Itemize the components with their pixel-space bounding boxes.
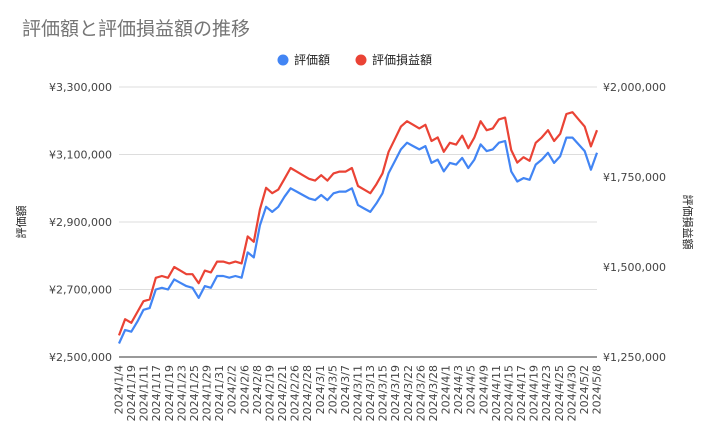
x-tick-label: 2024/1/4 (113, 365, 126, 414)
x-tick-label: 2024/2/26 (289, 365, 302, 421)
x-tick-label: 2024/3/22 (402, 365, 415, 421)
y-left-tick-label: ¥3,100,000 (49, 149, 112, 162)
series-line-profit (117, 111, 599, 336)
x-tick-label: 2024/1/23 (175, 365, 188, 421)
chart-title: 評価額と評価損益額の推移 (22, 18, 251, 40)
legend-label: 評価損益額 (372, 52, 432, 67)
y-left-tick-label: ¥2,900,000 (49, 216, 112, 229)
legend-label: 評価額 (294, 52, 330, 67)
y-left-tick-label: ¥3,300,000 (49, 81, 112, 94)
legend-marker (355, 54, 367, 66)
x-tick-label: 2024/5/2 (578, 365, 591, 414)
series-line-value (117, 136, 599, 344)
x-tick-label: 2024/3/13 (364, 365, 377, 421)
x-tick-label: 2024/2/8 (251, 365, 264, 414)
y-left-tick-label: ¥2,500,000 (49, 351, 112, 364)
y-right-tick-label: ¥1,500,000 (603, 261, 666, 274)
x-tick-label: 2024/3/5 (326, 365, 339, 414)
x-tick-label: 2024/1/17 (150, 365, 163, 421)
x-tick-label: 2024/4/17 (515, 365, 528, 421)
x-tick-label: 2024/4/3 (452, 365, 465, 414)
x-tick-label: 2024/4/1 (440, 365, 453, 414)
x-tick-label: 2024/4/30 (565, 365, 578, 421)
x-tick-label: 2024/4/9 (477, 365, 490, 414)
x-tick-label: 2024/3/1 (314, 365, 327, 414)
x-tick-label: 2024/1/11 (138, 365, 151, 421)
x-tick-label: 2024/4/5 (465, 365, 478, 414)
x-tick-label: 2024/3/26 (414, 365, 427, 421)
x-tick-label: 2024/4/23 (540, 365, 553, 421)
x-tick-label: 2024/1/25 (188, 365, 201, 421)
y-left-axis-title: 評価額 (14, 206, 28, 239)
x-tick-label: 2024/4/25 (553, 365, 566, 421)
x-tick-label: 2024/2/19 (263, 365, 276, 421)
y-right-tick-label: ¥1,250,000 (603, 351, 666, 364)
x-tick-label: 2024/4/19 (528, 365, 541, 421)
x-tick-label: 2024/3/11 (352, 365, 365, 421)
x-tick-label: 2024/2/21 (276, 365, 289, 421)
x-tick-label: 2024/3/19 (389, 365, 402, 421)
y-right-tick-label: ¥2,000,000 (603, 81, 666, 94)
x-tick-label: 2024/3/15 (377, 365, 390, 421)
x-tick-label: 2024/1/19 (163, 365, 176, 421)
x-tick-label: 2024/2/28 (301, 365, 314, 421)
x-tick-label: 2024/2/2 (226, 365, 239, 414)
x-tick-label: 2024/2/6 (238, 365, 251, 414)
y-left-tick-label: ¥2,700,000 (49, 284, 112, 297)
y-right-axis-title: 評価損益額 (681, 195, 695, 250)
x-tick-label: 2024/4/11 (490, 365, 503, 421)
x-tick-label: 2024/1/19 (125, 365, 138, 421)
legend-marker (277, 54, 289, 66)
x-tick-label: 2024/1/29 (201, 365, 214, 421)
x-tick-label: 2024/3/28 (427, 365, 440, 421)
x-tick-label: 2024/5/8 (591, 365, 604, 414)
x-tick-label: 2024/1/31 (213, 365, 226, 421)
x-tick-label: 2024/4/15 (502, 365, 515, 421)
x-tick-label: 2024/3/7 (339, 365, 352, 414)
y-right-tick-label: ¥1,750,000 (603, 171, 666, 184)
